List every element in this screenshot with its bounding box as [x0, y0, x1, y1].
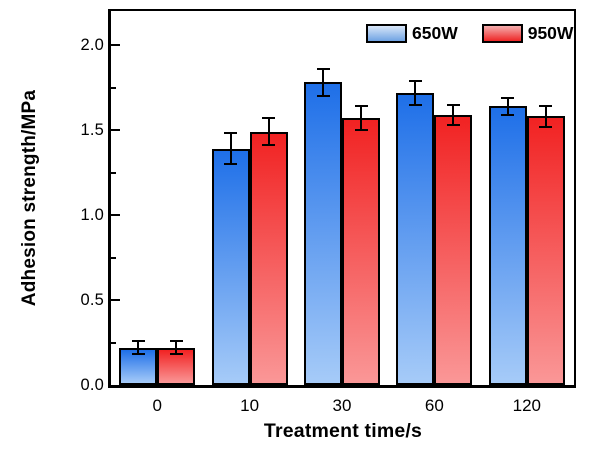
- error-bar-cap: [408, 79, 422, 82]
- legend-entry-950w: 950W: [481, 23, 574, 44]
- bar-950w-10s: [249, 132, 288, 385]
- y-minor-tick: [111, 256, 116, 259]
- y-tick-label: 0.5: [80, 291, 104, 309]
- y-tick-label: 2.0: [80, 36, 104, 54]
- bar-650w-10s: [211, 149, 250, 385]
- legend-swatch-650w-icon: [366, 24, 407, 43]
- error-bar-cap: [262, 144, 276, 147]
- error-bar-cap: [131, 353, 145, 356]
- error-bar-cap: [446, 103, 460, 106]
- error-bar: [414, 80, 417, 105]
- error-bar-cap: [262, 117, 276, 120]
- bar-650w-120s: [488, 106, 527, 385]
- error-bar-cap: [408, 103, 422, 106]
- y-minor-tick: [111, 171, 116, 174]
- y-minor-tick: [111, 341, 116, 344]
- bar-950w-60s: [434, 115, 473, 385]
- x-tick-label: 60: [424, 396, 444, 415]
- legend: 650W 950W: [366, 23, 573, 44]
- bar-950w-30s: [342, 118, 380, 385]
- x-tick-label: 120: [512, 396, 541, 415]
- error-bar-cap: [224, 132, 238, 135]
- error-bar-cap: [539, 105, 553, 108]
- error-bar-cap: [224, 163, 238, 165]
- x-tick-label: 30: [332, 396, 352, 415]
- error-bar: [229, 133, 232, 164]
- error-bar: [175, 340, 178, 355]
- error-bar-cap: [354, 129, 368, 131]
- y-minor-tick: [111, 86, 116, 89]
- error-bar-cap: [316, 95, 330, 97]
- error-bar: [544, 106, 547, 127]
- error-bar: [506, 97, 509, 115]
- y-major-tick: [111, 44, 120, 46]
- error-bar: [360, 106, 362, 130]
- legend-label-950w: 950W: [527, 23, 574, 43]
- plot-area: [108, 9, 576, 388]
- error-bar: [137, 340, 140, 355]
- y-major-tick: [111, 299, 120, 301]
- legend-entry-650w: 650W: [366, 23, 458, 44]
- x-tick-label: 0: [152, 396, 162, 415]
- error-bar-cap: [131, 339, 145, 342]
- bar-650w-60s: [396, 93, 435, 385]
- y-tick-label: 1.5: [80, 121, 104, 139]
- error-bar-cap: [501, 113, 515, 116]
- error-bar: [322, 68, 324, 96]
- error-bar-cap: [169, 339, 183, 342]
- error-bar-cap: [446, 123, 460, 126]
- error-bar-cap: [539, 125, 553, 128]
- error-bar: [452, 104, 455, 125]
- error-bar-cap: [501, 96, 515, 99]
- error-bar: [267, 118, 270, 146]
- legend-swatch-950w-icon: [481, 24, 523, 43]
- error-bar-cap: [316, 67, 330, 70]
- y-axis-title: Adhesion strength/MPa: [19, 89, 40, 307]
- legend-label-650w: 650W: [412, 23, 458, 43]
- error-bar-cap: [354, 105, 368, 108]
- y-tick-label: 0.0: [80, 376, 104, 394]
- y-tick-label: 1.0: [80, 206, 104, 224]
- y-major-tick: [111, 129, 120, 131]
- bar-950w-120s: [526, 116, 565, 385]
- bar-650w-30s: [304, 82, 342, 385]
- y-major-tick: [111, 214, 120, 216]
- x-tick-label: 10: [240, 396, 260, 415]
- x-axis-title: Treatment time/s: [263, 420, 423, 442]
- error-bar-cap: [169, 353, 183, 356]
